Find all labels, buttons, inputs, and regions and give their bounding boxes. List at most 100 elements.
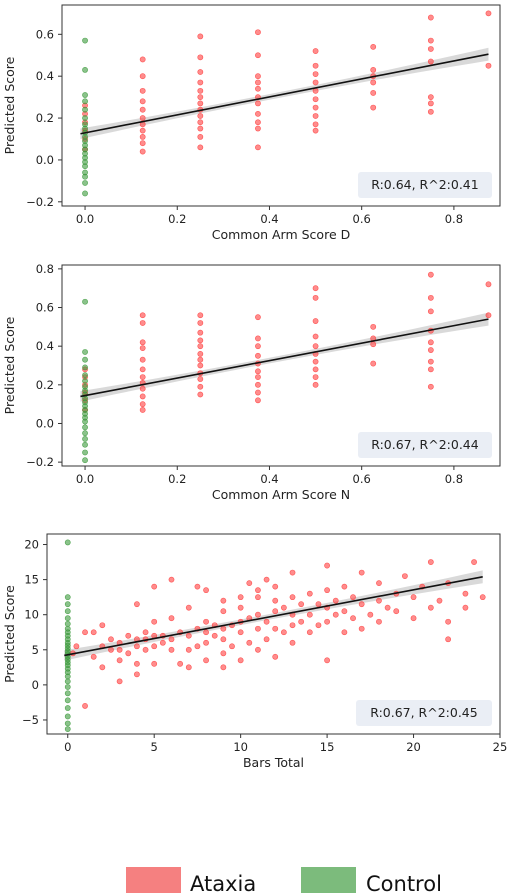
data-point-ataxia	[255, 144, 261, 151]
series-control	[64, 539, 71, 732]
data-point-ataxia	[139, 345, 146, 352]
data-point-ataxia	[312, 71, 319, 77]
data-point-ataxia	[427, 100, 434, 107]
data-point-ataxia	[255, 110, 261, 117]
data-point-ataxia	[332, 597, 339, 604]
data-point-ataxia	[220, 608, 227, 615]
x-axis-label: Common Arm Score N	[212, 487, 350, 502]
data-point-ataxia	[312, 285, 319, 292]
data-point-ataxia	[255, 52, 261, 59]
data-point-ataxia	[197, 391, 204, 398]
data-point-ataxia	[246, 639, 253, 646]
data-point-ataxia	[82, 629, 88, 636]
data-point-ataxia	[312, 366, 319, 373]
data-point-ataxia	[255, 79, 261, 86]
data-point-ataxia	[108, 636, 114, 643]
data-point-ataxia	[255, 611, 261, 618]
data-point-ataxia	[255, 314, 261, 321]
x-tick-label: 25	[493, 740, 508, 754]
data-point-ataxia	[168, 646, 175, 653]
correlation-annotation-box	[358, 432, 492, 458]
data-point-ataxia	[197, 125, 204, 132]
x-tick-label: 0.4	[260, 212, 278, 226]
legend-label-ataxia: Ataxia	[190, 872, 256, 896]
data-point-control	[64, 608, 71, 615]
data-point-ataxia	[194, 643, 201, 650]
data-point-control	[82, 190, 88, 197]
data-point-control	[82, 173, 88, 180]
data-point-ataxia	[220, 636, 227, 643]
x-tick-label: 0.8	[445, 472, 463, 486]
plot-area-frame	[61, 4, 501, 207]
data-point-ataxia	[462, 604, 469, 611]
data-point-ataxia	[255, 335, 261, 342]
data-point-ataxia	[427, 14, 434, 21]
data-point-ataxia	[255, 587, 261, 594]
data-point-ataxia	[427, 347, 434, 353]
data-point-ataxia	[116, 657, 123, 664]
data-point-ataxia	[197, 144, 204, 151]
data-point-ataxia	[197, 329, 204, 336]
x-tick-label: 15	[320, 740, 335, 754]
data-point-ataxia	[139, 339, 146, 346]
data-point-ataxia	[139, 312, 146, 319]
x-tick-label: 20	[406, 740, 421, 754]
data-point-ataxia	[306, 629, 313, 636]
data-point-ataxia	[203, 629, 209, 636]
y-tick-label: 0.4	[36, 339, 54, 353]
data-point-ataxia	[272, 583, 279, 590]
chart-panel-2: 0.0 0.2 0.4 0.6 0.8 −0.2 0.0 0.2 0.4 0.6 0.8 Common…	[2, 262, 501, 502]
data-point-ataxia	[312, 294, 319, 301]
data-point-ataxia	[220, 625, 227, 632]
data-point-control	[82, 372, 88, 379]
data-point-control	[82, 180, 88, 186]
y-tick-label: −5	[22, 713, 39, 727]
data-point-control	[82, 67, 88, 73]
data-point-ataxia	[315, 622, 322, 629]
y-tick-label: −0.2	[26, 195, 54, 209]
data-point-ataxia	[255, 397, 261, 404]
data-point-ataxia	[90, 629, 97, 636]
data-point-control	[82, 457, 88, 464]
x-tick-label: 10	[233, 740, 248, 754]
data-point-ataxia	[427, 58, 434, 65]
data-point-ataxia	[436, 597, 443, 604]
data-point-ataxia	[312, 79, 319, 86]
data-point-ataxia	[142, 629, 149, 636]
y-tick-label: 0.4	[36, 69, 54, 83]
data-point-ataxia	[289, 622, 296, 629]
data-point-ataxia	[358, 569, 365, 576]
data-point-control	[64, 678, 71, 685]
data-point-ataxia	[312, 333, 319, 340]
data-point-ataxia	[151, 583, 158, 590]
data-point-ataxia	[139, 87, 146, 94]
data-point-ataxia	[370, 79, 377, 86]
data-point-ataxia	[99, 664, 106, 671]
data-point-ataxia	[427, 294, 434, 301]
y-tick-label: −0.2	[26, 455, 54, 469]
data-point-ataxia	[445, 636, 452, 643]
x-tick-label: 0	[64, 740, 71, 754]
data-point-ataxia	[427, 559, 434, 565]
data-point-ataxia	[237, 657, 244, 664]
y-tick-label: 0.2	[36, 111, 54, 125]
x-tick-label: 5	[151, 740, 158, 754]
series-ataxia	[70, 559, 486, 709]
data-point-ataxia	[220, 664, 227, 671]
data-point-ataxia	[370, 323, 377, 330]
data-point-ataxia	[427, 366, 434, 373]
data-point-ataxia	[289, 639, 296, 646]
plot-area-frame	[46, 533, 501, 735]
data-point-ataxia	[108, 646, 114, 653]
data-point-ataxia	[280, 629, 287, 636]
data-point-ataxia	[255, 352, 261, 359]
data-point-ataxia	[139, 393, 146, 400]
regression-line	[80, 318, 489, 398]
y-tick-label: 20	[24, 538, 39, 552]
data-point-ataxia	[197, 100, 204, 107]
data-point-ataxia	[168, 636, 175, 643]
data-point-ataxia	[125, 650, 132, 657]
data-point-ataxia	[479, 594, 486, 601]
x-tick-label: 0.2	[168, 212, 186, 226]
data-point-ataxia	[197, 356, 204, 363]
